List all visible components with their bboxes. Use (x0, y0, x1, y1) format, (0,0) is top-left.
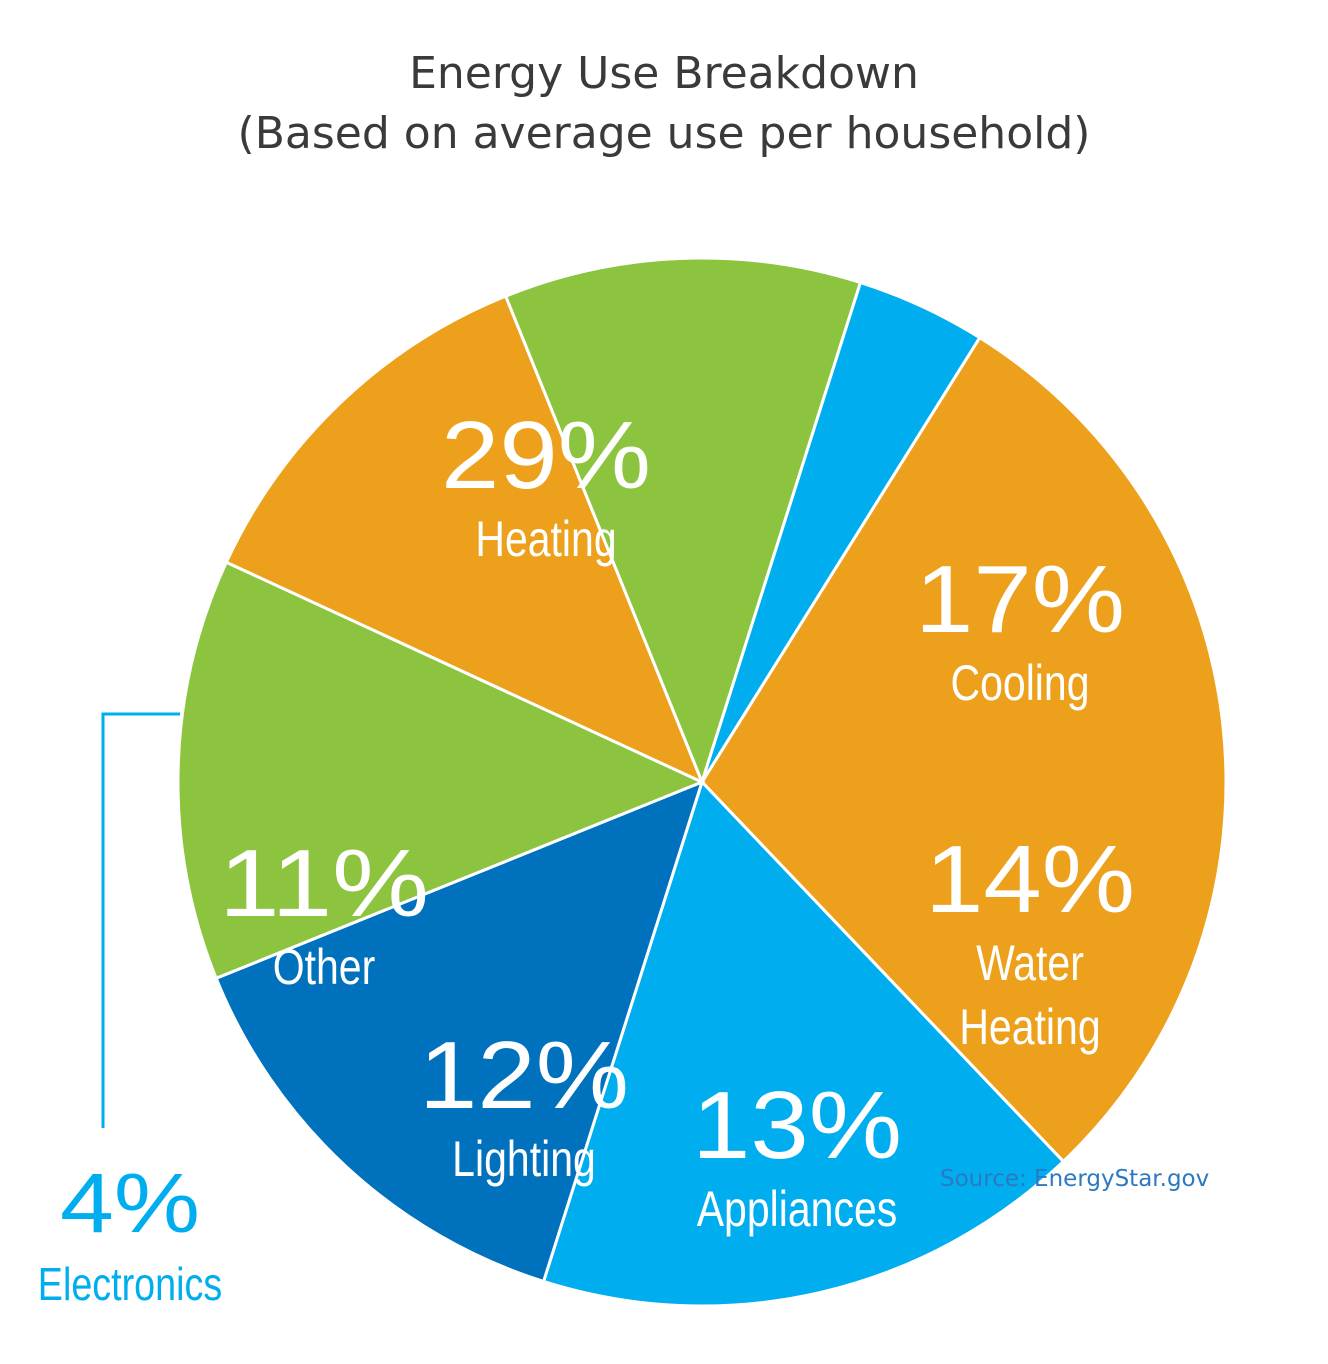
slice-label-appliances: Appliances (697, 1181, 898, 1237)
pie-slice-appliances (176, 560, 706, 981)
pie-slice-lighting (224, 294, 705, 785)
slice-percent-other: 11% (219, 830, 429, 937)
pie-slice-cooling (541, 779, 1066, 1308)
source-note: Source: EnergyStar.gov (940, 1166, 1210, 1192)
slice-percent-water-heating: 14% (925, 826, 1135, 933)
slice-percent-lighting: 12% (419, 1022, 629, 1129)
chart-subtitle: (Based on average use per household) (237, 108, 1091, 159)
slice-label-other: Other (273, 939, 376, 995)
slice-label-electronics: Electronics (38, 1258, 222, 1309)
pie-slice-heating (700, 335, 1228, 1164)
pie-slice-other (503, 256, 863, 787)
slice-percent-appliances: 13% (692, 1072, 902, 1179)
slice-percent-heating: 29% (441, 402, 651, 509)
slice-label-heating: Heating (475, 511, 616, 567)
slice-label-water-heating-1: Water (976, 935, 1084, 991)
chart-title: Energy Use Breakdown (409, 48, 919, 99)
slice-label-lighting: Lighting (452, 1131, 596, 1187)
pie-slice-water-heating (214, 779, 705, 1284)
slice-label-cooling: Cooling (950, 655, 1089, 711)
slice-percent-cooling: 17% (915, 546, 1125, 653)
pie-slice-electronics (700, 280, 982, 783)
slice-label-water-heating-2: Heating (959, 999, 1100, 1055)
electronics-leader-line (101, 712, 180, 1128)
slice-percent-electronics: 4% (60, 1156, 200, 1250)
